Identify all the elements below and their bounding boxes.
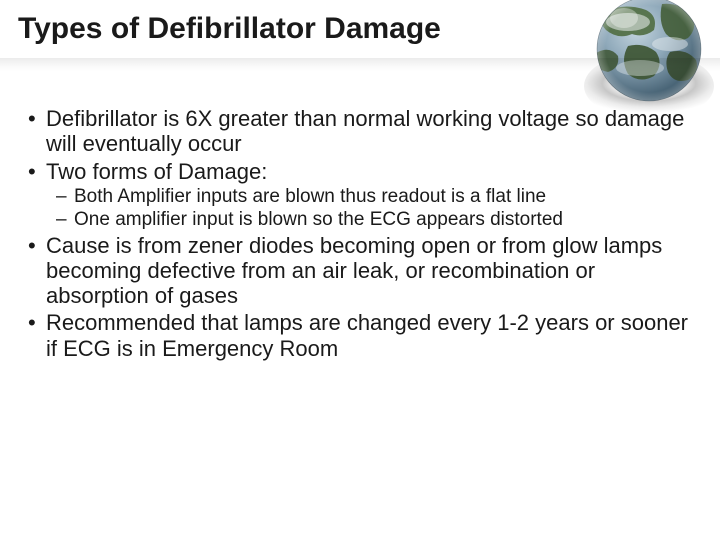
slide: Types of Defibrillator Damage Defibrilla… <box>0 0 720 540</box>
bullet-item: Recommended that lamps are changed every… <box>46 310 702 361</box>
bullet-text: Two forms of Damage: <box>46 159 267 184</box>
bullet-item: Two forms of Damage: Both Amplifier inpu… <box>46 159 702 231</box>
sub-bullet-item: Both Amplifier inputs are blown thus rea… <box>74 186 702 208</box>
bullet-item: Defibrillator is 6X greater than normal … <box>46 106 702 157</box>
bullet-list: Defibrillator is 6X greater than normal … <box>18 106 702 361</box>
sub-bullet-item: One amplifier input is blown so the ECG … <box>74 209 702 231</box>
bullet-item: Cause is from zener diodes becoming open… <box>46 233 702 309</box>
sub-bullet-list: Both Amplifier inputs are blown thus rea… <box>46 186 702 231</box>
slide-body: Defibrillator is 6X greater than normal … <box>18 106 702 361</box>
